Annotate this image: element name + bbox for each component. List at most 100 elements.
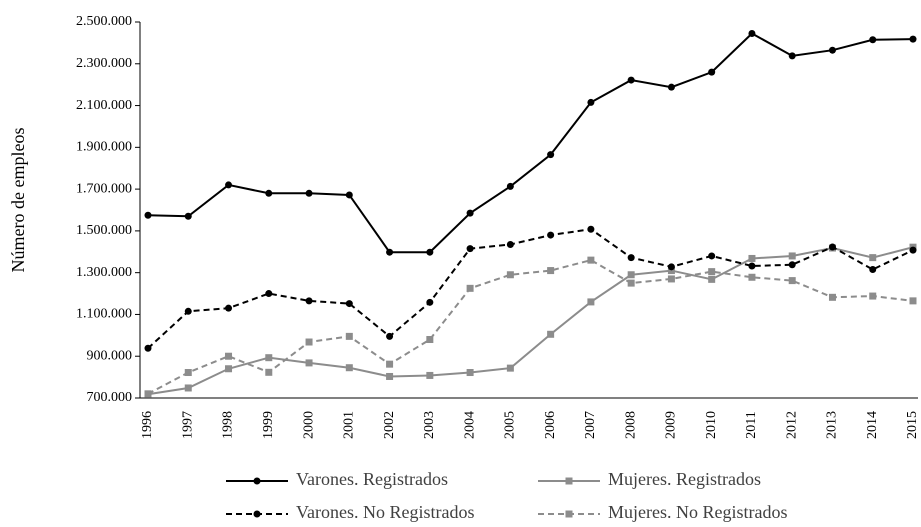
- point: [869, 254, 877, 262]
- x-tick-label: 1999: [261, 411, 276, 439]
- point: [788, 261, 796, 269]
- point: [667, 275, 675, 283]
- x-tick-label: 2015: [905, 411, 920, 439]
- point: [144, 211, 152, 219]
- point: [627, 271, 635, 279]
- point: [225, 352, 233, 360]
- point: [587, 98, 595, 106]
- point: [265, 368, 273, 376]
- point: [748, 262, 756, 270]
- point: [345, 364, 353, 372]
- point: [909, 35, 917, 43]
- x-tick-label: 2014: [865, 411, 880, 439]
- point: [547, 231, 555, 239]
- point: [788, 277, 796, 285]
- point: [667, 263, 675, 271]
- x-tick-label: 2004: [462, 411, 477, 439]
- point: [506, 240, 514, 248]
- y-tick-label: 1.500.000: [76, 223, 132, 238]
- point: [667, 267, 675, 275]
- point: [345, 191, 353, 199]
- point: [184, 369, 192, 377]
- point: [225, 304, 233, 312]
- x-tick-label: 1998: [221, 411, 236, 439]
- y-axis-label: Número de empleos: [8, 128, 28, 273]
- point: [506, 364, 514, 372]
- point: [667, 83, 675, 91]
- point: [565, 510, 573, 518]
- y-tick-label: 1.900.000: [76, 140, 132, 155]
- point: [386, 372, 394, 380]
- point: [909, 297, 917, 305]
- legend-label: Varones. Registrados: [296, 469, 448, 489]
- point: [426, 298, 434, 306]
- point: [466, 209, 474, 217]
- x-tick-label: 2009: [664, 411, 679, 439]
- x-tick-label: 2005: [503, 411, 518, 439]
- series-line: [147, 228, 914, 350]
- point: [426, 371, 434, 379]
- y-tick-label: 700.000: [87, 390, 133, 405]
- point: [225, 181, 233, 189]
- point: [909, 246, 917, 254]
- series-line: [147, 32, 914, 254]
- point: [506, 271, 514, 279]
- point: [708, 275, 716, 283]
- point: [386, 360, 394, 368]
- point: [184, 212, 192, 220]
- series-line: [147, 259, 914, 395]
- point: [506, 182, 514, 190]
- point: [386, 332, 394, 340]
- legend-label: Varones. No Registrados: [296, 502, 474, 522]
- y-tick-label: 1.100.000: [76, 307, 132, 322]
- point: [466, 369, 474, 377]
- y-tick-label: 900.000: [87, 348, 133, 363]
- point: [708, 252, 716, 260]
- point: [265, 354, 273, 362]
- series-line: [147, 246, 914, 396]
- x-tick-label: 1996: [140, 411, 155, 439]
- point: [828, 243, 836, 251]
- point: [748, 29, 756, 37]
- x-tick-label: 2006: [543, 411, 558, 439]
- point: [587, 225, 595, 233]
- point: [265, 290, 273, 298]
- point: [184, 384, 192, 392]
- point: [144, 344, 152, 352]
- point: [748, 254, 756, 262]
- point: [828, 293, 836, 301]
- x-tick-label: 2000: [301, 411, 316, 439]
- point: [565, 477, 573, 485]
- legend-label: Mujeres. No Registrados: [608, 502, 787, 522]
- x-tick-label: 2001: [342, 411, 357, 439]
- point: [253, 510, 261, 518]
- point: [305, 297, 313, 305]
- x-tick-label: 1997: [180, 411, 195, 439]
- point: [386, 248, 394, 256]
- point: [828, 46, 836, 54]
- point: [587, 298, 595, 306]
- x-tick-label: 2008: [623, 411, 638, 439]
- point: [547, 330, 555, 338]
- point: [184, 307, 192, 315]
- x-tick-label: 2002: [382, 411, 397, 439]
- point: [627, 279, 635, 287]
- point: [265, 189, 273, 197]
- point: [788, 252, 796, 260]
- x-tick-label: 2012: [784, 411, 799, 439]
- point: [708, 268, 716, 276]
- y-tick-label: 2.300.000: [76, 56, 132, 71]
- y-tick-label: 2.500.000: [76, 14, 132, 29]
- point: [547, 267, 555, 275]
- point: [345, 332, 353, 340]
- point: [305, 338, 313, 346]
- point: [426, 248, 434, 256]
- point: [708, 68, 716, 76]
- point: [627, 76, 635, 84]
- x-tick-label: 2007: [583, 411, 598, 439]
- y-tick-label: 1.700.000: [76, 181, 132, 196]
- point: [466, 284, 474, 292]
- y-tick-label: 2.100.000: [76, 98, 132, 113]
- x-tick-label: 2013: [825, 411, 840, 439]
